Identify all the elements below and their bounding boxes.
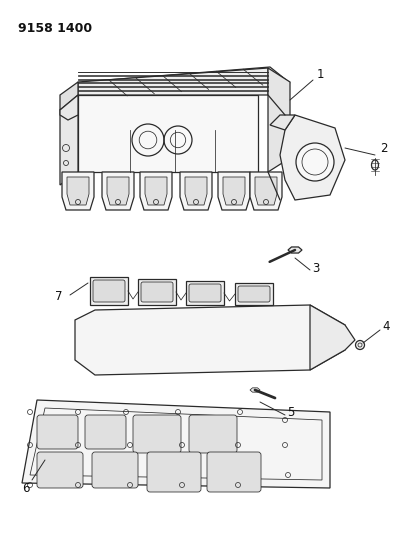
Polygon shape (186, 281, 224, 305)
FancyBboxPatch shape (189, 415, 237, 453)
FancyBboxPatch shape (92, 452, 138, 488)
Text: 2: 2 (380, 142, 388, 156)
Polygon shape (250, 388, 260, 392)
FancyBboxPatch shape (207, 452, 261, 492)
Polygon shape (60, 95, 78, 120)
Polygon shape (255, 177, 277, 205)
Polygon shape (180, 172, 212, 210)
FancyBboxPatch shape (37, 452, 83, 488)
Polygon shape (270, 115, 295, 130)
Polygon shape (75, 305, 345, 375)
Polygon shape (78, 95, 258, 172)
Polygon shape (218, 172, 250, 210)
Polygon shape (145, 177, 167, 205)
Text: 9158 1400: 9158 1400 (18, 22, 92, 35)
Text: 1: 1 (317, 69, 325, 82)
Polygon shape (78, 68, 268, 95)
Polygon shape (60, 95, 78, 185)
Polygon shape (250, 172, 282, 210)
Text: 5: 5 (287, 407, 294, 419)
Polygon shape (140, 172, 172, 210)
Polygon shape (62, 172, 94, 210)
Polygon shape (223, 177, 245, 205)
Polygon shape (185, 177, 207, 205)
Ellipse shape (296, 143, 334, 181)
Polygon shape (60, 82, 78, 110)
Polygon shape (102, 172, 134, 210)
Polygon shape (107, 177, 129, 205)
Polygon shape (235, 283, 273, 305)
Polygon shape (82, 67, 290, 98)
Text: 4: 4 (382, 320, 390, 334)
Polygon shape (280, 115, 345, 200)
FancyBboxPatch shape (85, 415, 126, 449)
Text: 3: 3 (312, 262, 319, 274)
Text: 7: 7 (55, 290, 62, 303)
Polygon shape (138, 279, 176, 305)
Polygon shape (90, 277, 128, 305)
Polygon shape (268, 68, 290, 172)
FancyBboxPatch shape (37, 415, 78, 449)
Polygon shape (67, 177, 89, 205)
FancyBboxPatch shape (141, 282, 173, 302)
Ellipse shape (356, 341, 365, 350)
FancyBboxPatch shape (189, 284, 221, 302)
FancyBboxPatch shape (147, 452, 201, 492)
Ellipse shape (372, 160, 379, 170)
FancyBboxPatch shape (93, 280, 125, 302)
Polygon shape (310, 305, 355, 370)
Text: 6: 6 (22, 481, 30, 495)
FancyBboxPatch shape (238, 286, 270, 302)
Polygon shape (288, 247, 302, 253)
FancyBboxPatch shape (133, 415, 181, 453)
Polygon shape (22, 400, 330, 488)
